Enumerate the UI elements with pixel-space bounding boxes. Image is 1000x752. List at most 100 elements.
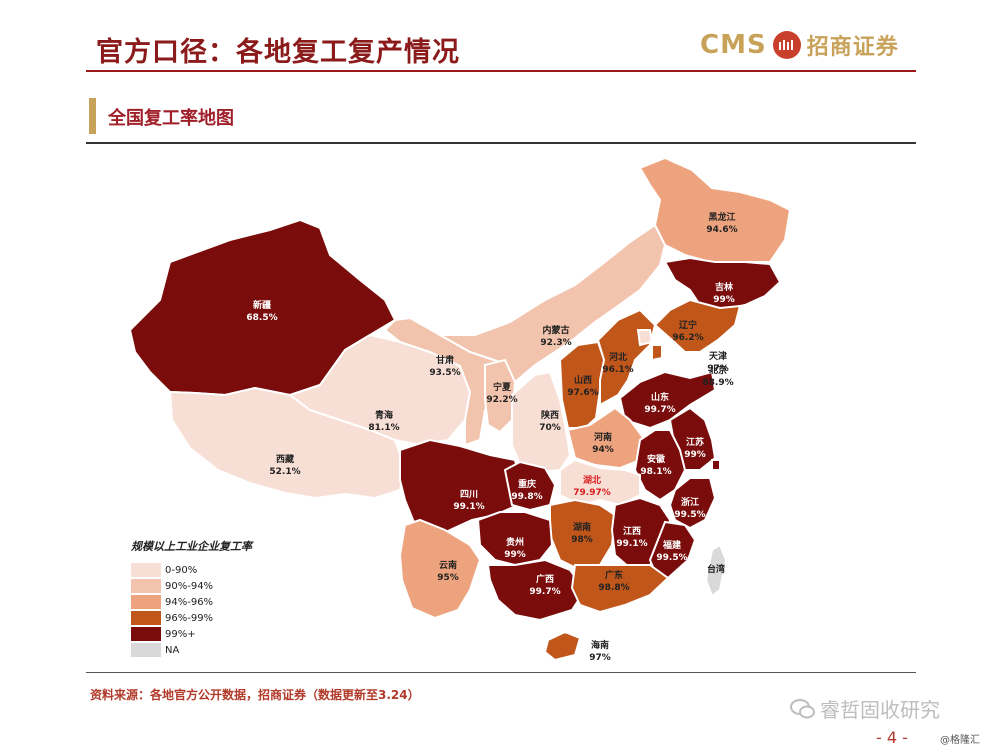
- province-name: 黑龙江: [708, 211, 735, 223]
- legend-item: 90%-94%: [131, 578, 252, 594]
- province-value: 52.1%: [269, 467, 300, 477]
- province-region: [486, 558, 587, 622]
- province-value: 99.8%: [511, 492, 542, 502]
- province-name: 海南: [591, 639, 609, 651]
- legend-item: 96%-99%: [131, 610, 252, 626]
- province-name: 天津: [709, 350, 727, 362]
- province-value: 99.1%: [616, 539, 647, 549]
- province-value: 93.5%: [429, 368, 460, 378]
- province-region: [287, 333, 472, 447]
- province-region: [436, 223, 667, 384]
- province-value: 68.5%: [246, 313, 277, 323]
- province-region: [668, 477, 717, 530]
- province-value: 96.1%: [602, 365, 633, 375]
- province-value: 99.7%: [644, 405, 675, 415]
- province-region: [476, 511, 554, 567]
- legend-item: NA: [131, 642, 252, 658]
- province-region: [558, 340, 607, 429]
- province-name: 山西: [574, 374, 592, 386]
- province-name: 河北: [609, 351, 627, 363]
- province-value: 94%: [592, 445, 614, 455]
- wechat-icon: [790, 698, 815, 718]
- legend-item: 99%+: [131, 626, 252, 642]
- province-name: 辽宁: [679, 319, 697, 331]
- cms-logo: CMS 招商证券: [700, 28, 899, 62]
- province-value: 98.1%: [640, 467, 671, 477]
- province-value: 99%: [684, 450, 706, 460]
- province-value: 99.5%: [733, 475, 764, 485]
- province-value: 95%: [437, 573, 459, 583]
- logo-cn-text: 招商证券: [806, 35, 899, 60]
- province-name: 湖南: [573, 521, 591, 533]
- province-value: 92.2%: [486, 395, 517, 405]
- province-name: 陕西: [541, 409, 559, 421]
- logo-badge-icon: [772, 31, 801, 59]
- province-name: 上海: [740, 461, 758, 473]
- page-number: - 4 -: [876, 728, 908, 747]
- province-name: 北京: [709, 364, 727, 376]
- legend-item: 94%-96%: [131, 594, 252, 610]
- province-name: 四川: [460, 489, 478, 500]
- province-name: 江西: [623, 525, 641, 537]
- legend-swatch: [131, 643, 161, 657]
- province-name: 福建: [662, 539, 682, 551]
- watermark: 睿哲固收研究: [790, 694, 940, 723]
- province-value: 98%: [571, 535, 593, 545]
- province-region: [653, 298, 742, 353]
- map-frame-top-rule: [86, 142, 916, 144]
- section-title: 全国复工率地图: [108, 108, 234, 129]
- province-name: 江苏: [686, 436, 704, 448]
- legend: 规模以上工业企业复工率 0-90% 90%-94% 94%-96% 96%-99% 99…: [131, 538, 252, 658]
- province-value: 94.6%: [706, 225, 737, 235]
- province-name: 吉林: [715, 281, 734, 293]
- province-name: 甘肃: [436, 354, 454, 366]
- watermark-text: 睿哲固收研究: [820, 698, 940, 722]
- province-value: 99.7%: [529, 587, 560, 597]
- province-name: 台湾: [707, 563, 725, 575]
- province-name: 广东: [605, 569, 623, 581]
- legend-swatch: [131, 611, 161, 625]
- province-value: 99.5%: [656, 553, 687, 563]
- province-region: [636, 329, 654, 347]
- province-region: [549, 498, 617, 572]
- province-region: [398, 518, 482, 620]
- province-value: 97%: [707, 364, 729, 374]
- province-region: [543, 630, 582, 662]
- province-name: 湖北: [583, 474, 601, 486]
- province-region: [511, 370, 572, 474]
- header-rule: [86, 70, 916, 72]
- province-region: [484, 358, 517, 434]
- legend-title: 规模以上工业企业复工率: [131, 540, 252, 553]
- map-frame-bottom-rule: [86, 672, 916, 673]
- legend-label: 0-90%: [165, 564, 198, 576]
- province-name: 西藏: [276, 453, 294, 465]
- province-value: 99%: [713, 295, 735, 305]
- province-value: 99.1%: [453, 502, 484, 512]
- province-value: 97.6%: [567, 388, 598, 398]
- province-region: [651, 344, 663, 362]
- province-region: [711, 459, 721, 471]
- province-value: 96.2%: [672, 333, 703, 343]
- legend-label: NA: [165, 644, 180, 656]
- province-name: 新疆: [253, 299, 271, 311]
- legend-swatch: [131, 563, 161, 577]
- legend-swatch: [131, 579, 161, 593]
- province-region: [570, 564, 670, 614]
- legend-label: 96%-99%: [165, 612, 214, 624]
- province-region: [618, 370, 717, 430]
- source-note: 资料来源：各地官方公开数据，招商证券（数据更新至3.24）: [90, 688, 420, 702]
- province-value: 99.5%: [674, 510, 705, 520]
- legend-label: 94%-96%: [165, 596, 214, 608]
- province-region: [648, 520, 697, 580]
- province-value: 81.1%: [368, 423, 399, 433]
- province-name: 宁夏: [493, 381, 512, 393]
- logo-cms-text: CMS: [700, 30, 767, 60]
- province-name: 河南: [594, 431, 612, 443]
- legend-swatch: [131, 627, 161, 641]
- province-region: [704, 543, 728, 598]
- province-name: 云南: [439, 559, 457, 571]
- province-name: 重庆: [518, 478, 536, 490]
- province-name: 青海: [375, 409, 393, 421]
- province-value: 97%: [589, 653, 611, 663]
